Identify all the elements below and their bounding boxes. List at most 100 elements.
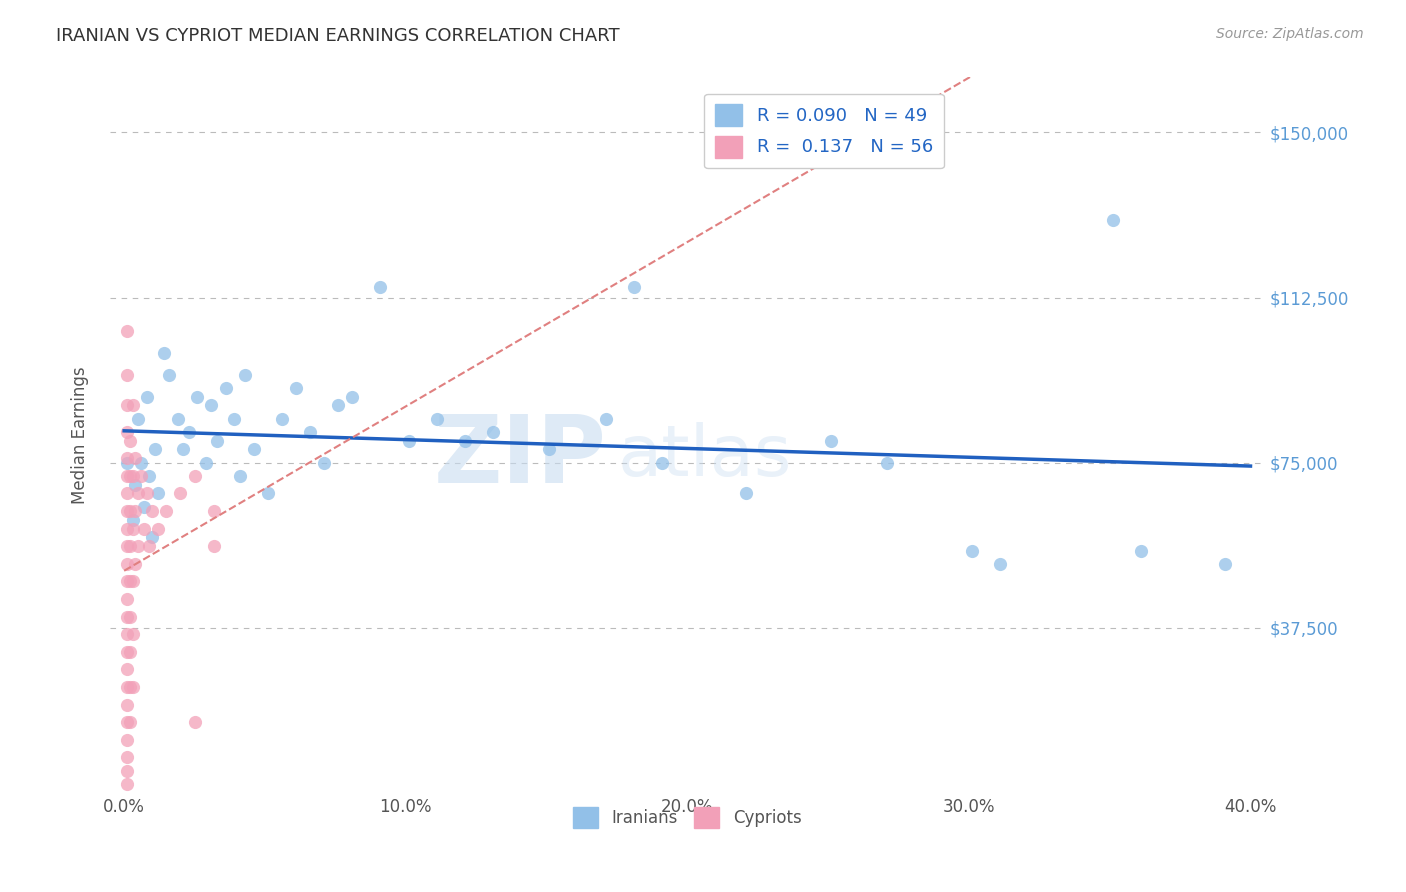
- Point: [342, 390, 364, 404]
- Point: [202, 539, 225, 553]
- Point: [118, 715, 141, 730]
- Point: [132, 500, 155, 514]
- Point: [1213, 557, 1236, 571]
- Point: [115, 451, 138, 466]
- Point: [138, 468, 160, 483]
- Point: [115, 504, 138, 518]
- Point: [202, 504, 225, 518]
- Point: [256, 486, 278, 500]
- Point: [205, 434, 228, 448]
- Point: [820, 434, 842, 448]
- Point: [482, 425, 505, 439]
- Point: [115, 456, 138, 470]
- Point: [735, 486, 758, 500]
- Point: [135, 486, 157, 500]
- Point: [115, 468, 138, 483]
- Point: [121, 574, 143, 589]
- Point: [177, 425, 200, 439]
- Point: [115, 539, 138, 553]
- Point: [1129, 543, 1152, 558]
- Point: [127, 539, 149, 553]
- Point: [155, 504, 177, 518]
- Point: [124, 477, 146, 491]
- Point: [115, 627, 138, 641]
- Point: [115, 574, 138, 589]
- Point: [115, 609, 138, 624]
- Point: [172, 442, 194, 457]
- Point: [370, 279, 392, 293]
- Point: [194, 456, 217, 470]
- Text: atlas: atlas: [619, 422, 793, 491]
- Point: [595, 411, 617, 425]
- Point: [118, 645, 141, 659]
- Point: [538, 442, 561, 457]
- Point: [143, 442, 166, 457]
- Legend: Iranians, Cypriots: Iranians, Cypriots: [567, 801, 808, 834]
- Point: [132, 522, 155, 536]
- Point: [118, 609, 141, 624]
- Point: [127, 486, 149, 500]
- Point: [121, 398, 143, 412]
- Point: [115, 522, 138, 536]
- Point: [312, 456, 335, 470]
- Point: [115, 592, 138, 607]
- Point: [115, 557, 138, 571]
- Point: [115, 486, 138, 500]
- Y-axis label: Median Earnings: Median Earnings: [72, 367, 89, 504]
- Point: [138, 539, 160, 553]
- Point: [115, 368, 138, 382]
- Point: [200, 398, 222, 412]
- Point: [152, 345, 174, 359]
- Point: [284, 381, 307, 395]
- Point: [169, 486, 191, 500]
- Point: [298, 425, 321, 439]
- Text: IRANIAN VS CYPRIOT MEDIAN EARNINGS CORRELATION CHART: IRANIAN VS CYPRIOT MEDIAN EARNINGS CORRE…: [56, 27, 620, 45]
- Point: [118, 680, 141, 694]
- Point: [1101, 213, 1123, 227]
- Point: [121, 680, 143, 694]
- Point: [960, 543, 983, 558]
- Point: [228, 468, 250, 483]
- Point: [121, 522, 143, 536]
- Point: [124, 557, 146, 571]
- Point: [988, 557, 1011, 571]
- Point: [115, 698, 138, 712]
- Point: [328, 398, 350, 412]
- Point: [270, 411, 292, 425]
- Point: [141, 504, 163, 518]
- Point: [146, 486, 169, 500]
- Point: [124, 504, 146, 518]
- Point: [222, 411, 245, 425]
- Point: [115, 645, 138, 659]
- Point: [118, 434, 141, 448]
- Point: [129, 468, 152, 483]
- Point: [115, 662, 138, 676]
- Point: [426, 411, 449, 425]
- Point: [115, 715, 138, 730]
- Point: [118, 539, 141, 553]
- Point: [115, 764, 138, 778]
- Point: [623, 279, 645, 293]
- Point: [157, 368, 180, 382]
- Point: [121, 627, 143, 641]
- Point: [115, 398, 138, 412]
- Point: [115, 425, 138, 439]
- Point: [146, 522, 169, 536]
- Point: [876, 456, 898, 470]
- Point: [214, 381, 236, 395]
- Point: [115, 732, 138, 747]
- Point: [124, 451, 146, 466]
- Point: [135, 390, 157, 404]
- Point: [398, 434, 420, 448]
- Point: [233, 368, 256, 382]
- Point: [183, 468, 205, 483]
- Point: [141, 530, 163, 544]
- Point: [115, 750, 138, 764]
- Point: [129, 456, 152, 470]
- Point: [118, 504, 141, 518]
- Point: [121, 513, 143, 527]
- Point: [651, 456, 673, 470]
- Point: [127, 411, 149, 425]
- Point: [166, 411, 188, 425]
- Point: [186, 390, 208, 404]
